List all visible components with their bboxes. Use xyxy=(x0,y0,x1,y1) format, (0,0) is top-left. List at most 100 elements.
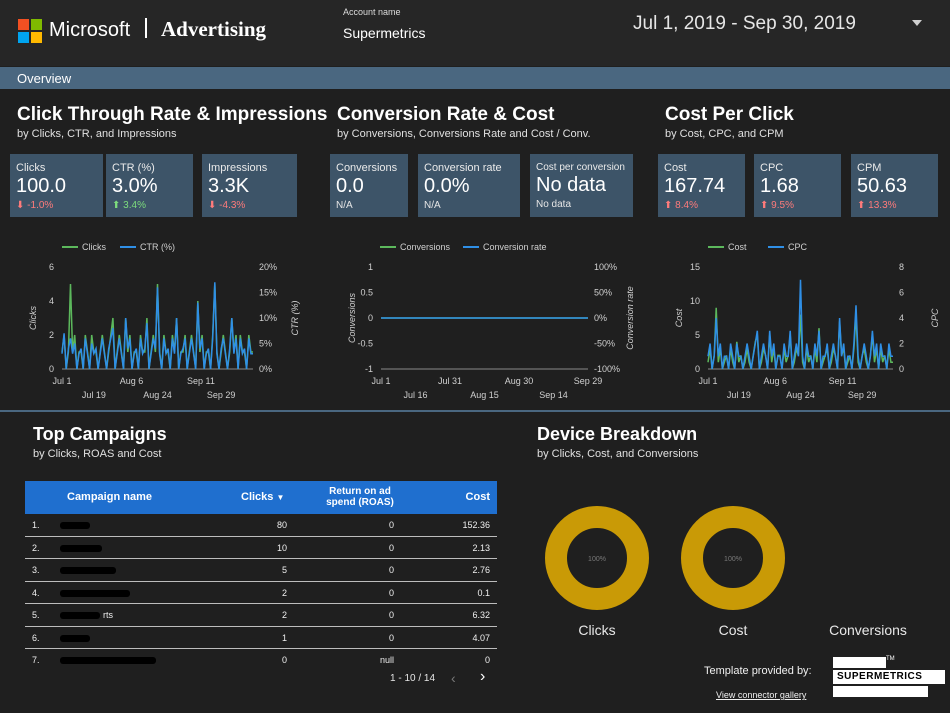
y2-tick-label: 0% xyxy=(594,313,607,323)
y-tick-label: 0 xyxy=(49,364,54,374)
arrow-up-icon: ⬆ xyxy=(112,200,124,211)
y-tick-label: -1 xyxy=(365,364,373,374)
arrow-up-icon: ⬆ xyxy=(857,200,869,211)
x-tick-label: Jul 1 xyxy=(698,376,717,386)
table-row[interactable]: 7. 0 null 0 xyxy=(25,649,497,672)
cpc-section-subtitle: by Cost, CPC, and CPM xyxy=(665,128,784,140)
table-row[interactable]: 5. rts 2 0 6.32 xyxy=(25,604,497,627)
overview-label: Overview xyxy=(17,71,72,86)
donut-center-label: 100% xyxy=(724,556,742,563)
y-tick-label: 2 xyxy=(49,330,54,340)
account-selector[interactable]: Supermetrics xyxy=(343,25,426,41)
scorecard-clicks[interactable]: Clicks 100.0 ⬇ -1.0% xyxy=(10,154,103,217)
scorecard-value: 0.0% xyxy=(424,175,470,197)
table-row[interactable]: 4. 2 0 0.1 xyxy=(25,582,497,604)
redacted-name xyxy=(60,567,116,574)
y2-tick-label: -100% xyxy=(594,364,620,374)
device-breakdown-donuts[interactable]: 100% Clicks 100% Cost Conversions xyxy=(530,500,950,645)
date-range-picker[interactable]: Jul 1, 2019 - Sep 30, 2019 xyxy=(633,13,856,34)
donut-center-label: 100% xyxy=(588,556,606,563)
table-row[interactable]: 2. 10 0 2.13 xyxy=(25,537,497,559)
x-tick-label: Jul 19 xyxy=(727,390,751,400)
campaigns-table: Campaign name Clicks ▼ Return on ad spen… xyxy=(25,481,497,672)
chevron-down-icon[interactable] xyxy=(912,20,922,26)
x-tick-label: Aug 6 xyxy=(764,376,788,386)
arrow-down-icon: ⬇ xyxy=(16,200,28,211)
device-section-title: Device Breakdown xyxy=(537,424,698,444)
table-row[interactable]: 1. 80 0 152.36 xyxy=(25,514,497,537)
clicks-ctr-line-chart[interactable]: Clicks CTR (%) 0 2 4 6 0% 5% 10% 15% 20% Clicks CTR … xyxy=(0,236,315,406)
y-tick-label: 1 xyxy=(368,262,373,272)
arrow-up-icon: ⬆ xyxy=(664,200,676,211)
scorecard-value: 0.0 xyxy=(336,175,364,197)
chevron-right-icon[interactable]: › xyxy=(480,668,486,685)
y-tick-label: 15 xyxy=(690,262,700,272)
device-section-subtitle: by Clicks, Cost, and Conversions xyxy=(537,448,699,460)
scorecard-label: Conversion rate xyxy=(424,162,502,174)
scorecard-label: Cost per conversion xyxy=(536,162,625,173)
cost-cell: 152.36 xyxy=(462,520,490,530)
column-clicks[interactable]: Clicks ▼ xyxy=(241,491,285,503)
conversions-line-chart[interactable]: Conversions Conversion rate -1 -0.5 0 0.5 1 -10… xyxy=(325,236,640,406)
clicks-cell: 1 xyxy=(281,632,287,643)
clicks-cell: 2 xyxy=(281,587,287,598)
donut-label: Conversions xyxy=(829,622,907,638)
scorecard-value: 1.68 xyxy=(760,175,799,197)
cost-cell: 0 xyxy=(484,655,490,665)
scorecard-cpm[interactable]: CPM 50.63 ⬆ 13.3% xyxy=(851,154,938,217)
column-roas[interactable]: Return on ad spend (ROAS) xyxy=(326,486,394,508)
y-tick-label: 4 xyxy=(49,296,54,306)
y-tick-label: 0.5 xyxy=(360,288,373,298)
donut-slice xyxy=(545,506,649,610)
table-row[interactable]: 6. 1 0 4.07 xyxy=(25,627,497,649)
y2-tick-label: -50% xyxy=(594,339,615,349)
row-index: 3. xyxy=(32,565,40,575)
scorecard-impressions[interactable]: Impressions 3.3K ⬇ -4.3% xyxy=(202,154,297,217)
y2-tick-label: 0% xyxy=(259,364,272,374)
connector-gallery-link[interactable]: View connector gallery xyxy=(716,690,807,700)
cost-cell: 4.07 xyxy=(472,632,490,643)
scorecard-value: 167.74 xyxy=(664,175,726,197)
redacted-name xyxy=(60,612,100,619)
campaigns-section-title: Top Campaigns xyxy=(33,424,167,444)
y2-tick-label: 100% xyxy=(594,262,617,272)
redacted-name xyxy=(60,657,156,664)
scorecard-change: No data xyxy=(536,199,572,210)
redacted-name xyxy=(60,634,90,642)
table-row[interactable]: 3. 5 0 2.76 xyxy=(25,559,497,582)
scorecard-cpc[interactable]: CPC 1.68 ⬆ 9.5% xyxy=(754,154,841,217)
scorecard-cost[interactable]: Cost 167.74 ⬆ 8.4% xyxy=(658,154,745,217)
series-line-cpc xyxy=(707,279,893,370)
pagination-range: 1 - 10 / 14 xyxy=(390,673,436,684)
roas-cell: 0 xyxy=(388,610,394,620)
microsoft-logo-icon xyxy=(18,19,42,43)
scorecard-cost-per-conversion[interactable]: Cost per conversion No data No data xyxy=(530,154,633,217)
scorecard-label: CTR (%) xyxy=(112,162,155,174)
legend-label: Conversions xyxy=(400,242,451,252)
clicks-cell: 80 xyxy=(276,520,287,530)
column-campaign-name[interactable]: Campaign name xyxy=(67,491,152,503)
scorecard-conversion-rate[interactable]: Conversion rate 0.0% N/A xyxy=(418,154,520,217)
column-cost[interactable]: Cost xyxy=(465,491,490,503)
redacted-name xyxy=(60,522,90,529)
scorecard-value: 3.3K xyxy=(208,175,250,197)
scorecard-value: 50.63 xyxy=(857,175,908,197)
scorecard-label: CPM xyxy=(857,162,882,174)
row-index: 6. xyxy=(32,632,40,643)
scorecard-ctr[interactable]: CTR (%) 3.0% ⬆ 3.4% xyxy=(106,154,193,217)
account-label: Account name xyxy=(343,7,401,17)
y-axis-title: Conversions xyxy=(347,292,357,343)
ctr-section-subtitle: by Clicks, CTR, and Impressions xyxy=(17,128,177,140)
x-tick-label: Jul 16 xyxy=(403,390,427,400)
scorecard-conversions[interactable]: Conversions 0.0 N/A xyxy=(330,154,408,217)
cost-cell: 2.76 xyxy=(472,565,490,575)
cost-cell: 0.1 xyxy=(477,587,490,598)
arrow-up-icon: ⬆ xyxy=(760,200,772,211)
cost-cpc-line-chart[interactable]: Cost CPC 0 5 10 15 0 2 4 6 8 Cost CPC Jul 1 Aug 6 Sep 1… xyxy=(650,236,950,406)
clicks-cell: 5 xyxy=(281,565,287,575)
overview-bar: Overview xyxy=(0,67,950,89)
template-credit: Template provided by: xyxy=(704,665,812,677)
scorecard-change: ⬇ -1.0% xyxy=(16,200,54,211)
supermetrics-logo[interactable]: SUPERMETRICS xyxy=(833,670,945,684)
chevron-left-icon[interactable]: ‹ xyxy=(451,670,456,686)
